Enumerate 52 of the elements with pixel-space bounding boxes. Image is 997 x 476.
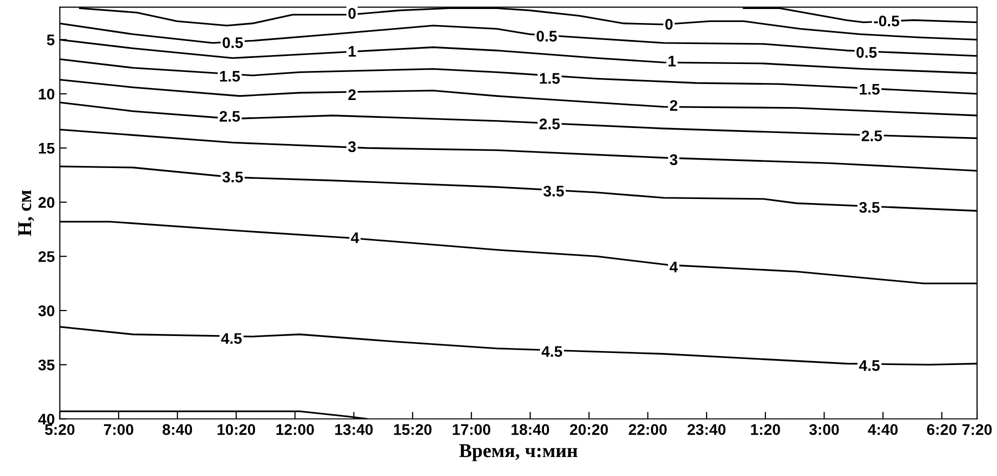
x-tick-label: 1:20: [751, 424, 780, 435]
y-tick-label: 40: [38, 414, 54, 425]
x-tick-label: 20:20: [570, 424, 608, 435]
y-tick-label: 5: [46, 34, 55, 46]
annotation: 2.5: [220, 110, 240, 122]
annotation: 3.5: [543, 186, 564, 197]
x-tick-label: 7:20: [962, 424, 992, 435]
annotation: 1: [668, 56, 676, 66]
x-tick-label: 3:00: [809, 424, 839, 435]
annotation: 2: [348, 89, 356, 100]
y-tick-label: 30: [38, 305, 54, 316]
annotation: 4.5: [542, 346, 562, 357]
annotation: 4: [670, 262, 678, 272]
y-tick-label: 20: [38, 197, 54, 208]
annotation: 4.5: [221, 333, 242, 344]
annotation: 0.5: [536, 30, 557, 42]
x-tick-label: 17:00: [452, 424, 490, 435]
annotation: 0: [665, 18, 673, 30]
x-tick-label: 5:20: [45, 424, 74, 435]
annotation: 3: [670, 154, 678, 166]
y-tick-label: 15: [38, 143, 55, 154]
x-tick-label: 7:00: [104, 424, 134, 435]
x-tick-label: 8:40: [162, 424, 192, 435]
x-tick-label: 6:20: [927, 424, 956, 435]
annotation: 1.5: [220, 71, 240, 82]
x-tick-label: 15:20: [394, 424, 432, 435]
x-tick-label: 4:40: [868, 424, 898, 435]
x-axis-title: Время, ч:мин: [459, 444, 578, 462]
x-tick-label: 18:40: [512, 424, 550, 435]
annotation: 1.5: [860, 84, 880, 95]
annotation: -0.5: [874, 16, 900, 26]
annotation: 3.5: [859, 202, 880, 213]
x-tick-label: 10:20: [218, 424, 256, 435]
annotation: 2: [670, 100, 678, 111]
x-tick-label: 22:00: [628, 424, 667, 435]
x-tick-label: 12:00: [276, 424, 314, 435]
y-tick-label: 25: [38, 251, 55, 262]
annotation: 1: [348, 46, 356, 57]
annotation: 4: [350, 232, 360, 243]
annotation: 2.5: [540, 118, 560, 130]
annotation: 0.5: [856, 47, 877, 58]
y-tick-label: 10: [38, 88, 54, 100]
x-tick-label: 13:40: [335, 424, 373, 435]
y-tick-label: 35: [38, 360, 55, 370]
x-tick-label: 23:40: [688, 424, 726, 435]
annotation: 3.5: [222, 172, 243, 182]
annotation: 3: [348, 141, 356, 152]
annotation: 1.5: [540, 73, 560, 84]
y-axis-title: H, см: [18, 190, 34, 236]
annotation: 0.5: [222, 37, 243, 48]
annotation: 4.5: [859, 360, 880, 371]
annotation: 2.5: [862, 130, 882, 142]
